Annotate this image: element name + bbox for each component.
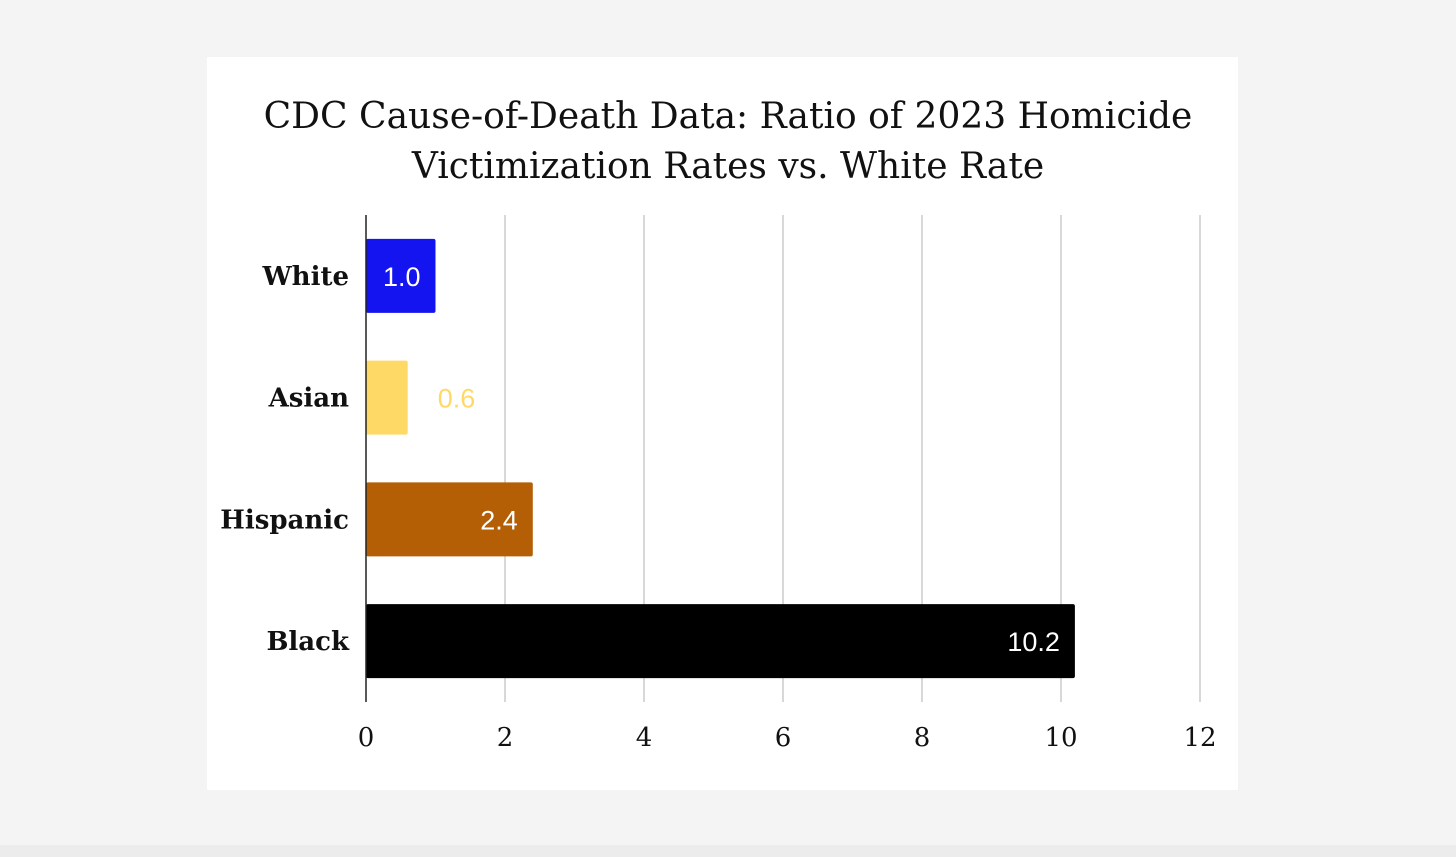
chart-title: CDC Cause-of-Death Data: Ratio of 2023 H… xyxy=(0,92,1456,192)
chart-title-line-1: CDC Cause-of-Death Data: Ratio of 2023 H… xyxy=(263,96,1193,137)
bar xyxy=(366,482,533,557)
bar xyxy=(366,238,436,313)
x-tick-label: 6 xyxy=(775,723,792,753)
data-label: 1.0 xyxy=(383,262,421,292)
bar xyxy=(366,604,1075,679)
page-bottom-strip xyxy=(0,845,1456,857)
data-label: 2.4 xyxy=(480,505,518,535)
x-tick-label: 4 xyxy=(636,723,653,753)
bar xyxy=(366,360,408,435)
x-tick-label: 10 xyxy=(1044,723,1077,753)
category-label: Hispanic xyxy=(220,505,349,535)
x-tick-label: 12 xyxy=(1183,723,1216,753)
x-tick-label: 0 xyxy=(358,723,375,753)
category-label: Black xyxy=(266,627,350,657)
data-label: 0.6 xyxy=(438,384,476,414)
category-label: Asian xyxy=(268,384,350,414)
x-tick-label: 2 xyxy=(497,723,514,753)
x-tick-label: 8 xyxy=(914,723,931,753)
chart-title-line-2: Victimization Rates vs. White Rate xyxy=(411,146,1045,187)
data-label: 10.2 xyxy=(1007,627,1060,657)
category-label: White xyxy=(261,262,349,292)
